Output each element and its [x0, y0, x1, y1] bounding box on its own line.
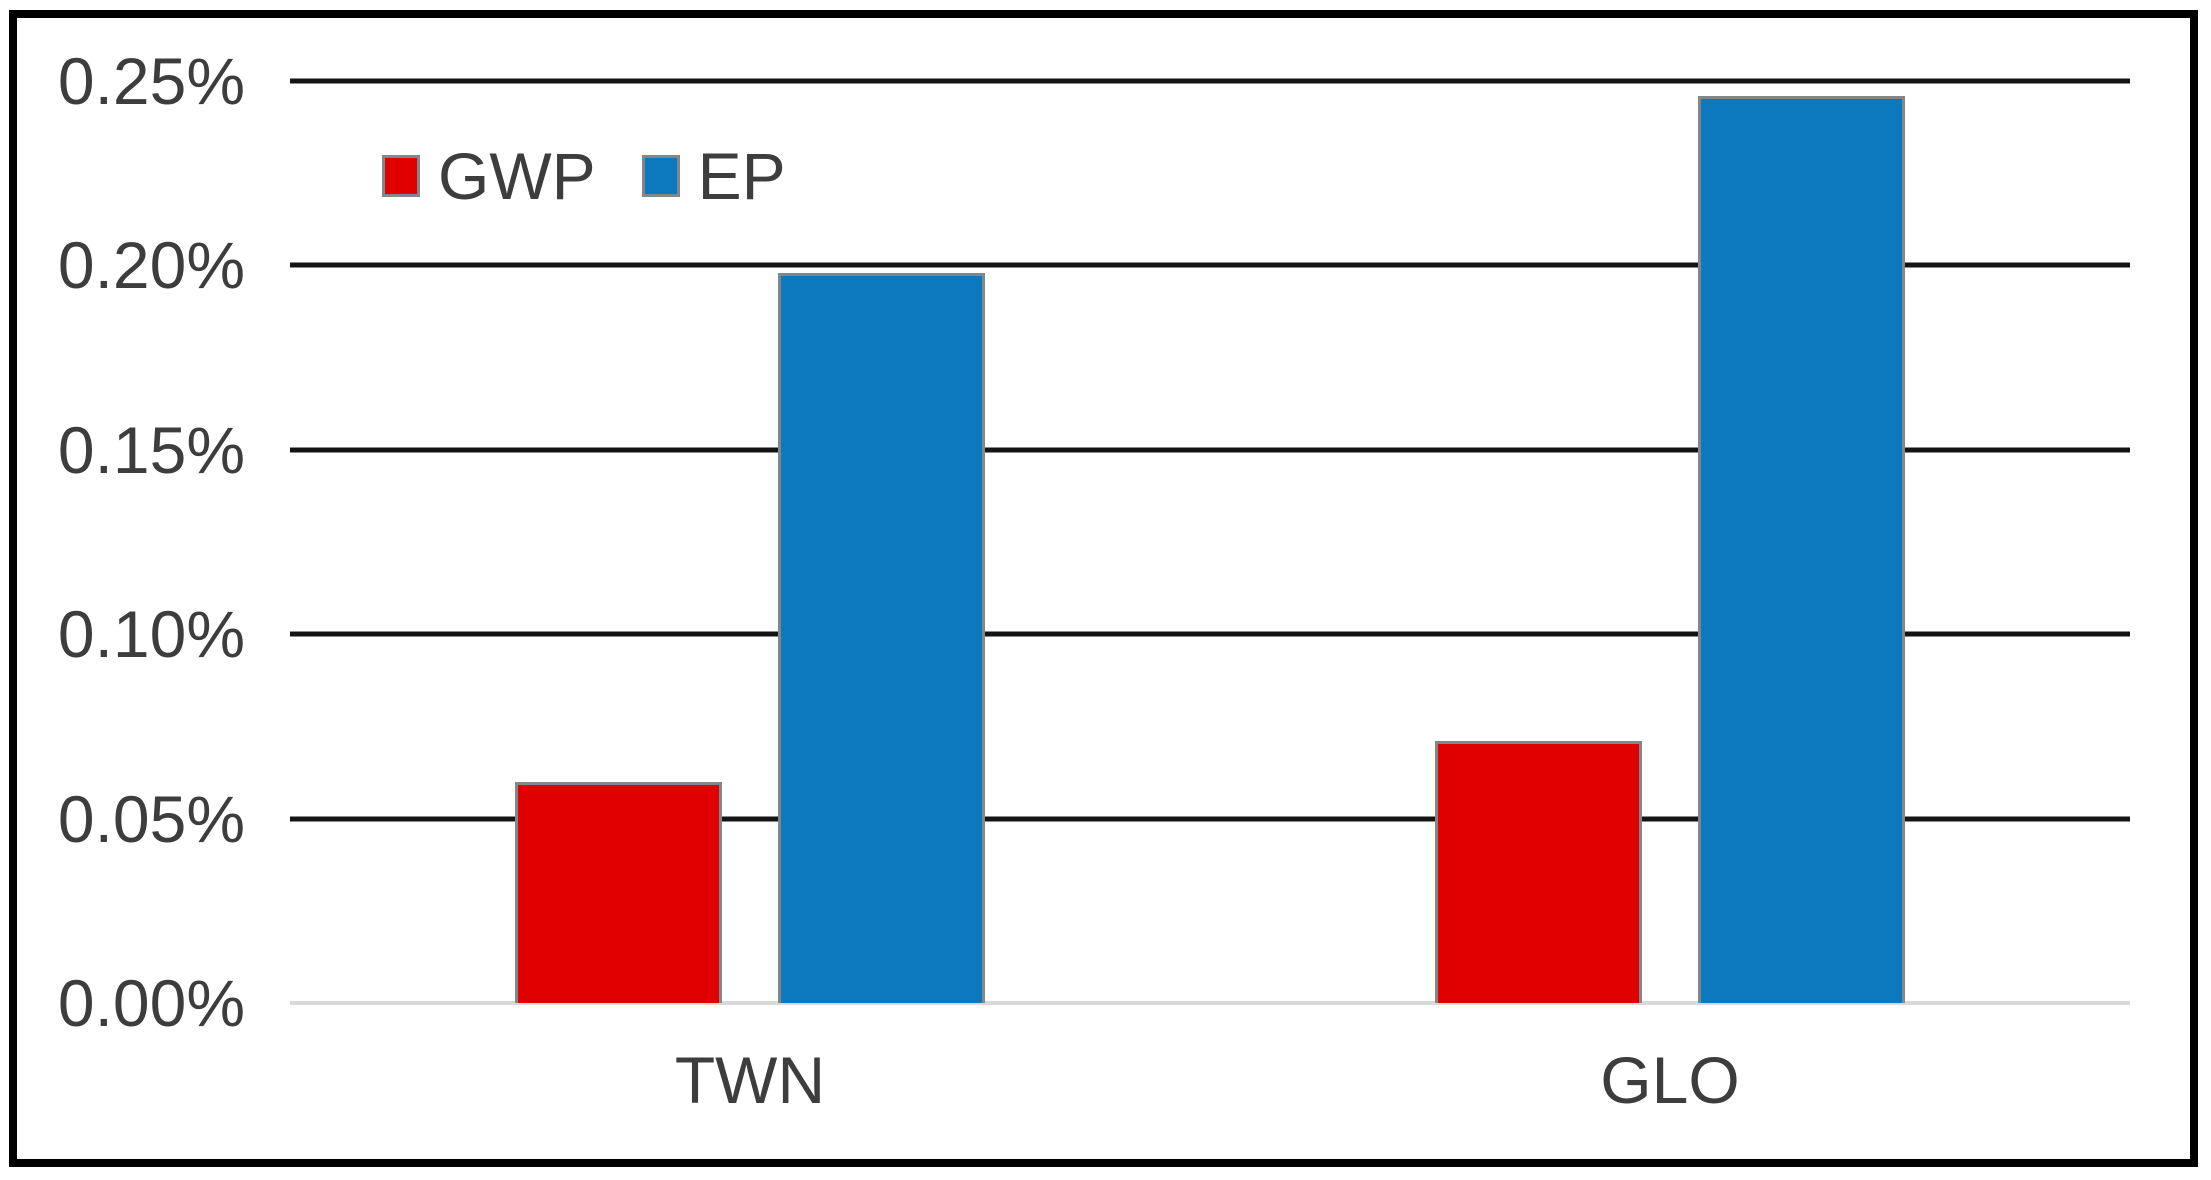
legend-swatch-gwp	[382, 155, 420, 197]
legend-item-ep: EP	[641, 138, 786, 214]
legend-label-gwp: GWP	[438, 139, 596, 213]
y-tick-label-0.20pct: 0.20%	[57, 228, 245, 303]
legend-swatch-ep	[641, 155, 680, 197]
gridline-0.20pct	[290, 262, 2130, 268]
bar-glo-ep	[1698, 95, 1905, 1003]
gridline-0.15pct	[290, 447, 2130, 453]
bar-group-glo	[1210, 81, 2130, 1003]
x-label-twn: TWN	[674, 1043, 826, 1117]
bar-twn-gwp	[515, 781, 722, 1003]
bar-glo-gwp	[1435, 741, 1642, 1003]
y-tick-label-0.00pct: 0.00%	[57, 966, 245, 1040]
bar-twn-ep	[778, 272, 985, 1003]
bars-layer	[290, 81, 2130, 1003]
chart-frame-border	[9, 10, 2198, 1167]
gridline-0.05pct	[290, 816, 2130, 822]
y-tick-label-0.10pct: 0.10%	[57, 597, 245, 672]
y-tick-label-0.15pct: 0.15%	[57, 412, 245, 487]
y-tick-label-0.05pct: 0.05%	[57, 781, 245, 856]
gridline-0.25pct	[290, 78, 2130, 84]
plot-area	[290, 78, 2130, 1005]
bar-group-twn	[290, 81, 1210, 1003]
x-label-glo: GLO	[1600, 1043, 1740, 1117]
gridline-0.10pct	[290, 631, 2130, 637]
x-axis-category-labels: TWN GLO	[290, 1042, 2130, 1122]
legend-item-gwp: GWP	[382, 138, 596, 214]
gridline-0.00pct	[290, 1001, 2130, 1005]
y-axis-tick-labels: 0.00% 0.05% 0.10% 0.15% 0.20% 0.25%	[30, 44, 245, 1040]
legend: GWP EP	[382, 138, 786, 214]
legend-label-ep: EP	[697, 139, 786, 213]
y-tick-label-0.25pct: 0.25%	[57, 44, 245, 118]
